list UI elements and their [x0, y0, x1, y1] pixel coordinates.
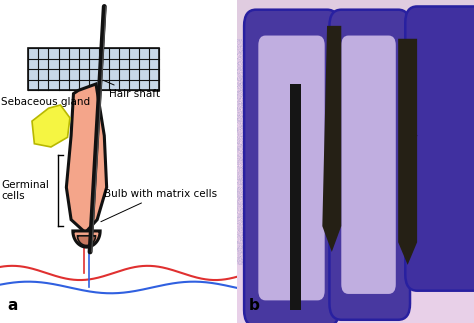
- FancyBboxPatch shape: [28, 48, 159, 90]
- Text: b: b: [249, 298, 260, 313]
- FancyBboxPatch shape: [290, 84, 301, 310]
- FancyBboxPatch shape: [341, 36, 396, 294]
- FancyBboxPatch shape: [405, 6, 474, 291]
- Polygon shape: [398, 39, 417, 265]
- FancyBboxPatch shape: [244, 10, 339, 323]
- Polygon shape: [32, 105, 70, 147]
- Text: Hair shaft: Hair shaft: [103, 80, 160, 99]
- FancyBboxPatch shape: [237, 265, 474, 323]
- Polygon shape: [322, 26, 341, 252]
- FancyBboxPatch shape: [258, 36, 325, 300]
- Text: Germinal
cells: Germinal cells: [1, 180, 49, 201]
- FancyBboxPatch shape: [329, 10, 410, 320]
- Polygon shape: [73, 231, 100, 247]
- Text: Bulb with matrix cells: Bulb with matrix cells: [101, 189, 218, 222]
- Text: Sebaceous gland: Sebaceous gland: [1, 97, 91, 126]
- Text: a: a: [7, 298, 18, 313]
- Polygon shape: [78, 236, 96, 245]
- FancyBboxPatch shape: [237, 0, 474, 39]
- Polygon shape: [66, 84, 107, 233]
